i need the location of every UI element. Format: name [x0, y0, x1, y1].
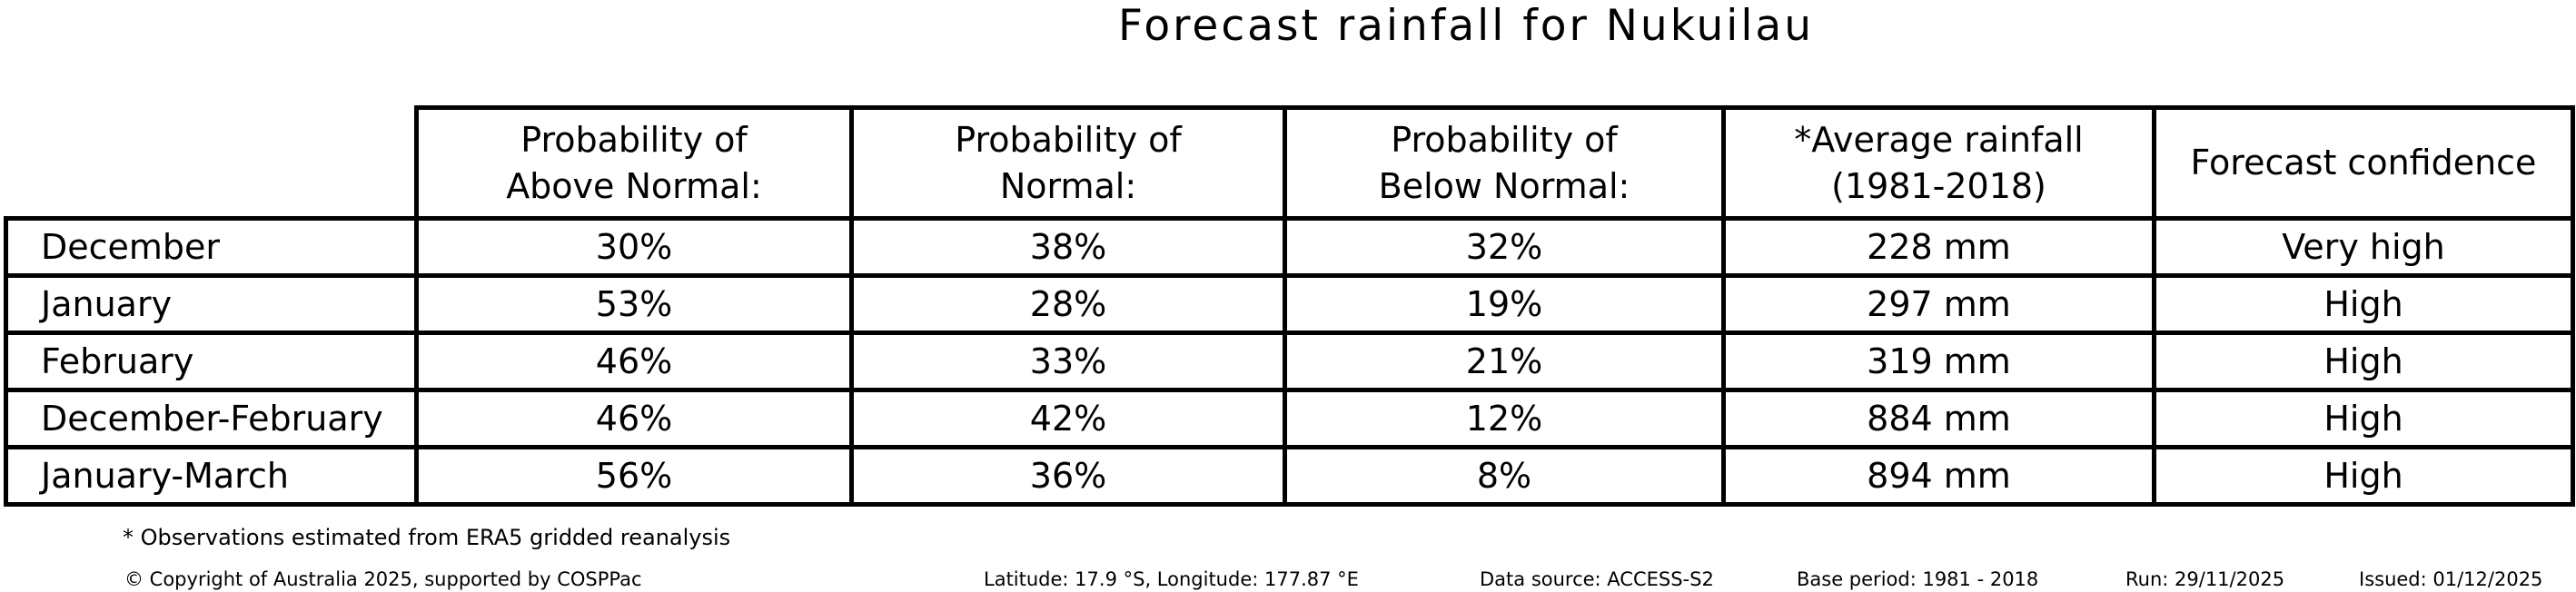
period-cell: January: [4, 273, 419, 335]
prob-normal-cell: 36%: [849, 445, 1287, 507]
prob-normal-cell: 38%: [849, 216, 1287, 278]
forecast-confidence-cell: High: [2152, 388, 2575, 449]
average-rainfall-cell: 228 mm: [1721, 216, 2156, 278]
period-cell: January-March: [4, 445, 419, 507]
prob-normal-cell: 28%: [849, 273, 1287, 335]
base-period-text: Base period: 1981 - 2018: [1797, 568, 2039, 590]
average-rainfall-cell: 884 mm: [1721, 388, 2156, 449]
col-header-forecast-confidence: Forecast confidence: [2152, 105, 2575, 221]
prob-below-normal-cell: 8%: [1283, 445, 1726, 507]
corner-spacer-cell: [5, 107, 419, 221]
footnote: * Observations estimated from ERA5 gridd…: [123, 525, 731, 550]
table-row-january: January 53% 28% 19% 297 mm High: [4, 273, 2575, 335]
run-date-text: Run: 29/11/2025: [2125, 568, 2285, 590]
col-header-prob-normal: Probability of Normal:: [849, 105, 1287, 221]
prob-normal-cell: 33%: [849, 331, 1287, 392]
issued-date-text: Issued: 01/12/2025: [2359, 568, 2543, 590]
table-row-december: December 30% 38% 32% 228 mm Very high: [4, 216, 2575, 278]
average-rainfall-cell: 297 mm: [1721, 273, 2156, 335]
prob-below-normal-cell: 21%: [1283, 331, 1726, 392]
coordinates-text: Latitude: 17.9 °S, Longitude: 177.87 °E: [984, 568, 1359, 590]
forecast-confidence-cell: Very high: [2152, 216, 2575, 278]
col-header-average-rainfall: *Average rainfall (1981-2018): [1721, 105, 2156, 221]
table-row-january-march: January-March 56% 36% 8% 894 mm High: [4, 445, 2575, 507]
forecast-confidence-cell: High: [2152, 445, 2575, 507]
prob-above-normal-cell: 46%: [414, 388, 854, 449]
copyright-text: © Copyright of Australia 2025, supported…: [124, 568, 642, 590]
period-cell: February: [4, 331, 419, 392]
forecast-table: Probability of Above Normal: Probability…: [4, 105, 2575, 507]
data-source-text: Data source: ACCESS-S2: [1480, 568, 1714, 590]
prob-below-normal-cell: 19%: [1283, 273, 1726, 335]
col-header-prob-below-normal: Probability of Below Normal:: [1283, 105, 1726, 221]
forecast-confidence-cell: High: [2152, 331, 2575, 392]
period-cell: December-February: [4, 388, 419, 449]
period-cell: December: [4, 216, 419, 278]
prob-above-normal-cell: 30%: [414, 216, 854, 278]
average-rainfall-cell: 319 mm: [1721, 331, 2156, 392]
table-row-february: February 46% 33% 21% 319 mm High: [4, 331, 2575, 392]
forecast-confidence-cell: High: [2152, 273, 2575, 335]
prob-normal-cell: 42%: [849, 388, 1287, 449]
prob-above-normal-cell: 46%: [414, 331, 854, 392]
average-rainfall-cell: 894 mm: [1721, 445, 2156, 507]
prob-below-normal-cell: 32%: [1283, 216, 1726, 278]
prob-below-normal-cell: 12%: [1283, 388, 1726, 449]
prob-above-normal-cell: 56%: [414, 445, 854, 507]
header-row: Probability of Above Normal: Probability…: [5, 105, 2575, 221]
figure-title: Forecast rainfall for Nukuilau: [1118, 1, 1814, 51]
col-header-prob-above-normal: Probability of Above Normal:: [414, 105, 854, 221]
prob-above-normal-cell: 53%: [414, 273, 854, 335]
table-row-december-february: December-February 46% 42% 12% 884 mm Hig…: [4, 388, 2575, 449]
